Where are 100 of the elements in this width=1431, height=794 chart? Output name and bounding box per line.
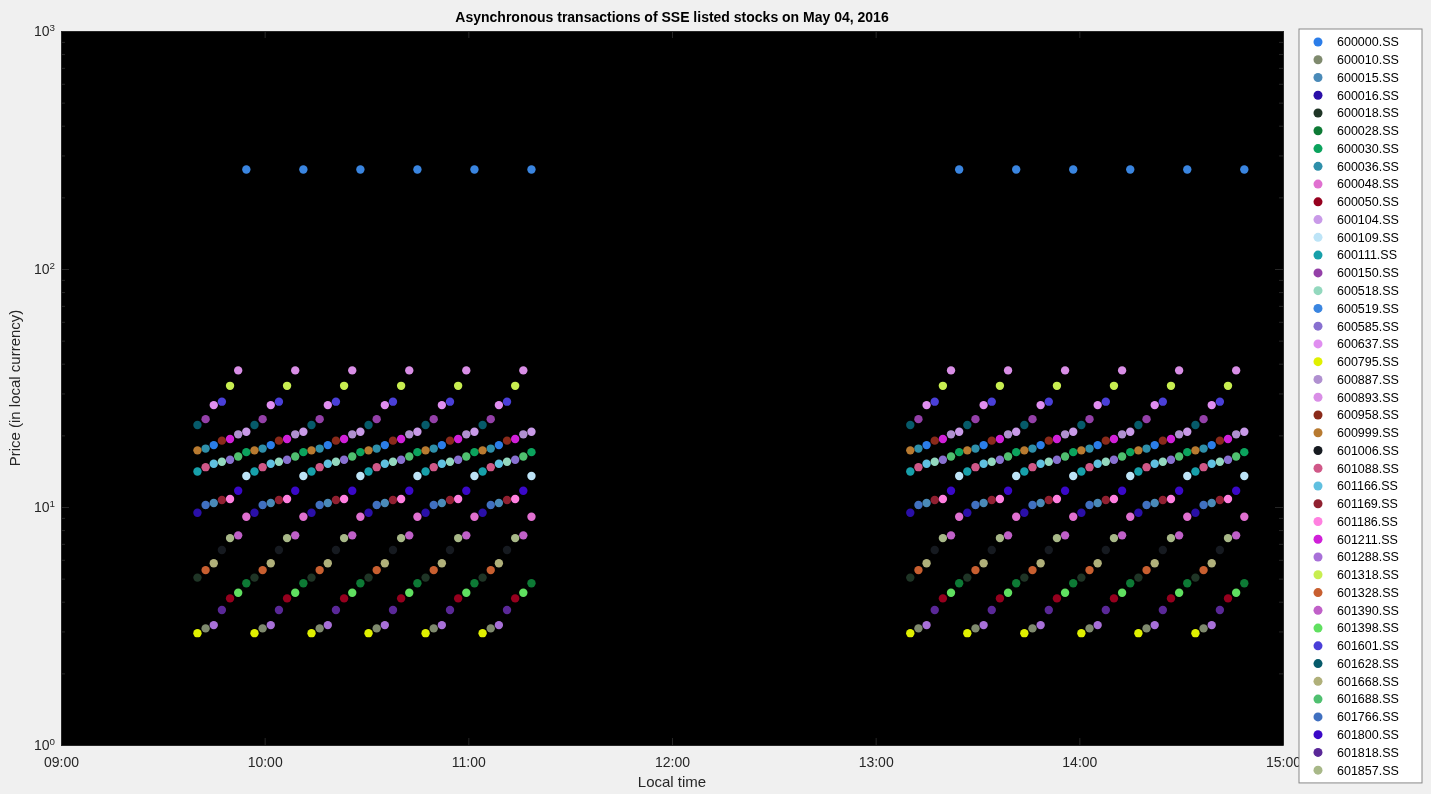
point	[1052, 494, 1062, 504]
point	[1012, 447, 1021, 457]
point	[1207, 459, 1216, 468]
point	[1036, 559, 1045, 568]
point	[429, 565, 438, 575]
legend-label: 600518.SS	[1337, 284, 1399, 299]
point	[356, 512, 365, 521]
point	[1183, 165, 1192, 174]
legend-label: 600036.SS	[1337, 159, 1399, 174]
point	[462, 430, 471, 439]
point	[1060, 531, 1070, 540]
point	[470, 512, 479, 521]
point	[914, 444, 923, 453]
point	[405, 486, 414, 495]
point	[445, 436, 455, 445]
point	[225, 494, 235, 504]
point	[519, 430, 528, 439]
point	[519, 531, 528, 540]
point	[963, 573, 972, 582]
point	[963, 420, 972, 430]
point	[1166, 594, 1176, 603]
point	[299, 427, 308, 436]
point	[494, 440, 504, 450]
point	[1215, 605, 1225, 615]
point	[979, 620, 988, 630]
point	[930, 605, 939, 615]
point	[1158, 495, 1168, 505]
point	[299, 512, 308, 521]
point	[380, 400, 390, 410]
point	[1012, 579, 1021, 588]
point	[1150, 459, 1159, 468]
point	[364, 573, 373, 582]
legend-label: 600050.SS	[1337, 195, 1399, 210]
point	[437, 559, 447, 568]
point	[1109, 533, 1119, 543]
point	[1044, 436, 1053, 445]
point	[1060, 366, 1070, 375]
legend-label: 601166.SS	[1337, 479, 1398, 494]
point	[946, 366, 956, 375]
point	[234, 430, 243, 439]
point	[486, 463, 495, 472]
point	[339, 455, 349, 464]
point	[266, 498, 275, 508]
point	[1101, 457, 1110, 466]
point	[979, 400, 988, 410]
point	[1036, 498, 1045, 508]
point	[1085, 624, 1094, 633]
point	[1052, 594, 1062, 603]
point	[1036, 459, 1045, 468]
point	[1109, 455, 1119, 464]
point	[1134, 573, 1143, 582]
point	[478, 420, 487, 430]
point	[364, 420, 373, 430]
point	[527, 165, 536, 174]
point	[922, 559, 931, 568]
point	[1126, 512, 1135, 521]
point	[979, 459, 988, 468]
point	[1126, 447, 1135, 457]
point	[1183, 447, 1192, 457]
point	[938, 381, 948, 390]
point	[1117, 486, 1127, 495]
point	[914, 414, 923, 424]
point	[963, 467, 972, 476]
point	[1142, 444, 1151, 453]
legend-label: 600000.SS	[1337, 35, 1399, 50]
point	[1052, 455, 1062, 464]
point	[1174, 366, 1184, 375]
point	[356, 165, 365, 174]
point	[242, 427, 251, 436]
point	[971, 444, 980, 453]
point	[1012, 471, 1021, 481]
point	[510, 434, 520, 444]
point	[995, 381, 1005, 390]
point	[1036, 440, 1045, 450]
point	[954, 427, 964, 436]
point	[348, 430, 357, 439]
point	[527, 512, 536, 521]
point	[1085, 500, 1094, 510]
point	[258, 624, 267, 633]
point	[470, 427, 479, 436]
point	[242, 165, 251, 174]
point	[323, 498, 332, 508]
point	[963, 508, 972, 517]
point	[250, 508, 259, 517]
point	[922, 498, 931, 508]
point	[1199, 463, 1208, 472]
point	[282, 455, 292, 464]
point	[282, 381, 292, 390]
point	[356, 471, 365, 481]
point	[1028, 500, 1037, 510]
point	[193, 467, 202, 476]
point	[396, 434, 406, 444]
point	[1028, 463, 1037, 472]
point	[494, 459, 504, 468]
point	[1207, 559, 1216, 568]
legend-label: 600111.SS	[1337, 248, 1398, 263]
point	[1077, 508, 1086, 517]
point	[445, 605, 455, 615]
point	[478, 629, 487, 638]
point	[1044, 397, 1053, 406]
